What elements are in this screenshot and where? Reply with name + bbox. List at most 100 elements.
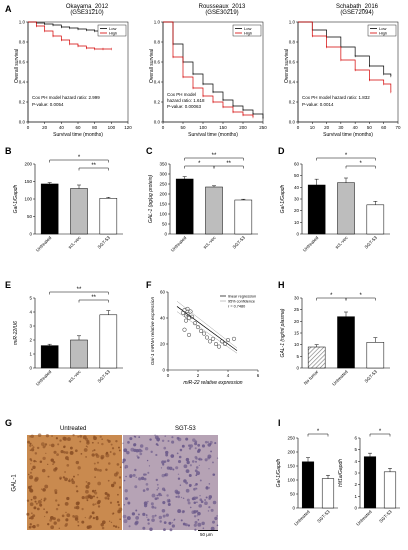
- y-tick-label: 0.8: [19, 40, 26, 45]
- y-tick-label: 250: [159, 182, 167, 187]
- sig-star: **: [212, 153, 217, 159]
- y-tick-label: 6: [354, 436, 357, 441]
- km-line-high: [163, 21, 254, 117]
- y-tick-label: 0.4: [154, 80, 161, 85]
- sig-star: *: [345, 153, 348, 159]
- ihc-nucleus: [40, 498, 43, 501]
- x-tick-label: Untreated: [355, 509, 373, 527]
- ihc-nucleus: [194, 528, 197, 531]
- plot-frame: [297, 21, 399, 123]
- ihc-nucleus: [29, 471, 33, 474]
- ihc-nucleus: [135, 515, 140, 520]
- ihc-nucleus: [32, 465, 36, 470]
- ihc-nucleus: [126, 516, 131, 521]
- bar: [70, 188, 88, 235]
- ihc-nucleus: [72, 434, 75, 437]
- scatter-point: [207, 339, 213, 344]
- ihc-nucleus: [170, 454, 175, 458]
- legend-high-label: High: [109, 31, 117, 36]
- ihc-nucleus: [143, 501, 148, 506]
- ihc-nucleus: [47, 463, 49, 466]
- ihc-nucleus: [166, 494, 169, 497]
- ihc-nucleus: [156, 483, 159, 486]
- km-subtitle-text: (GSE30219): [205, 10, 239, 16]
- bar-chart-b: 0 50 100 150 200 Gal-1/Gapdh Untreated scL-vec S…: [13, 155, 123, 253]
- km-note-hazard: Cox PH model hazard ratio: 2.999: [32, 95, 100, 100]
- ihc-nucleus: [166, 459, 170, 463]
- ihc-nucleus: [204, 501, 208, 506]
- ihc-nucleus: [167, 500, 171, 503]
- ihc-nucleus: [177, 477, 181, 480]
- bar-chart-h: 0 5 10 15 20 25 30 GAL-1 (ng/ml plasma) No tumor…: [280, 293, 390, 387]
- ihc-nucleus: [137, 456, 140, 459]
- ihc-nucleus: [194, 484, 196, 487]
- ihc-nucleus: [29, 502, 34, 507]
- bar-chart-e: 0 1 2 3 4 5 miR-22/U6 Untreated scL-vec SGT-53 ** *…: [13, 287, 123, 387]
- ihc-nucleus: [82, 435, 87, 440]
- ihc-row-label: GAL-1: [11, 474, 18, 492]
- bar: [40, 345, 59, 369]
- ihc-nucleus: [145, 483, 149, 486]
- ihc-nucleus: [91, 511, 95, 515]
- legend-r-value: r = 0.7480: [228, 305, 245, 309]
- scatter-point: [204, 335, 210, 340]
- scatter-chart-f: 0 20 40 60 0 2 4 6 miR-22 relative expression Gal…: [150, 290, 260, 387]
- ihc-nucleus: [191, 497, 195, 501]
- ihc-nucleus: [30, 463, 32, 465]
- ihc-nucleus: [73, 475, 75, 478]
- x-tick-label: Untreated: [331, 369, 349, 387]
- ihc-nucleus: [177, 437, 182, 442]
- ihc-nucleus: [205, 486, 208, 489]
- y-tick-label: 40: [160, 316, 166, 321]
- sig-star: *: [359, 293, 362, 299]
- y-tick-label: 100: [287, 478, 295, 483]
- ihc-nucleus: [77, 520, 80, 523]
- ihc-nucleus: [208, 495, 213, 499]
- ihc-nucleus: [163, 521, 167, 524]
- ihc-nucleus: [134, 485, 138, 489]
- bar-chart-d: 0 10 20 30 40 50 60 Gal-1/Gapdh Untreated scL-vec…: [280, 153, 390, 253]
- ihc-nucleus: [108, 462, 111, 465]
- panel-label-c: C: [146, 146, 153, 156]
- bar: [70, 339, 88, 369]
- ihc-nucleus: [74, 449, 78, 453]
- scatter-point: [185, 312, 190, 317]
- bar: [205, 186, 223, 235]
- ihc-nucleus: [171, 440, 175, 444]
- ihc-nucleus: [35, 502, 38, 505]
- ihc-nucleus: [109, 501, 113, 504]
- ihc-nucleus: [77, 466, 81, 470]
- ihc-nucleus: [135, 509, 138, 512]
- ihc-nucleus: [94, 476, 96, 478]
- ihc-nucleus: [88, 517, 91, 520]
- ihc-nucleus: [160, 494, 163, 497]
- y-tick-label: 10: [294, 220, 300, 225]
- scatter-point: [213, 341, 219, 347]
- x-tick-label: 0: [162, 125, 165, 130]
- y-tick-label: 4: [354, 459, 357, 464]
- ihc-nucleus: [129, 437, 133, 441]
- scatter-point: [210, 336, 216, 341]
- ihc-nucleus: [80, 452, 83, 455]
- y-tick-label: 2: [29, 338, 32, 343]
- ihc-nucleus: [56, 453, 59, 457]
- ihc-nucleus: [155, 453, 158, 457]
- scatter-point: [188, 309, 193, 314]
- scatter-point: [195, 325, 201, 330]
- y-tick-label: 0: [296, 232, 299, 237]
- km-note-pvalue: P-value: 0.00063: [167, 104, 202, 109]
- ihc-nucleus: [118, 449, 121, 452]
- ihc-nucleus: [52, 460, 56, 464]
- ihc-nucleus: [169, 466, 173, 471]
- ihc-nucleus: [92, 503, 95, 506]
- y-tick-label: 0.6: [154, 60, 161, 65]
- ihc-nucleus: [146, 487, 149, 491]
- ihc-nucleus: [149, 438, 152, 441]
- ihc-nucleus: [43, 508, 45, 510]
- ihc-nucleus: [42, 488, 46, 492]
- x-tick-label: SGT-53: [378, 509, 393, 524]
- y-tick-label: 0.2: [154, 100, 161, 105]
- x-tick-label: 70: [395, 125, 401, 130]
- ihc-nucleus: [47, 522, 50, 526]
